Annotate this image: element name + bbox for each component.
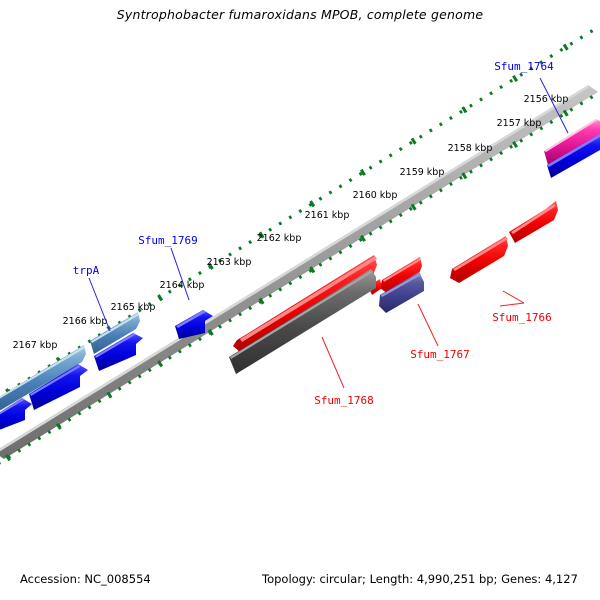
genome-stats-text: Topology: circular; Length: 4,990,251 bp…	[262, 572, 578, 586]
gene-label-sfum-1769[interactable]: Sfum_1769	[138, 234, 198, 301]
leader-line-2	[499, 302, 525, 307]
tick-label-2166: 2166 kbp	[63, 316, 108, 327]
leader-line	[88, 277, 111, 332]
tick-label-2160: 2160 kbp	[353, 190, 398, 201]
gene-highlight	[511, 204, 556, 234]
ruler-upper	[0, 23, 600, 401]
leader-line	[539, 77, 569, 134]
gene-highlight	[0, 398, 24, 415]
ruler-upper-major-ticks	[0, 23, 600, 401]
gene-trpa-steel-a[interactable]	[0, 345, 86, 414]
gene-body[interactable]	[547, 134, 600, 178]
gene-sfum-1764[interactable]	[544, 119, 600, 165]
gene-highlight	[544, 119, 598, 152]
leader-line	[321, 336, 345, 389]
page-title: Syntrophobacter fumaroxidans MPOB, compl…	[116, 7, 484, 22]
gene-gray-1768-under[interactable]	[229, 269, 376, 374]
gene-label-sfum-1766[interactable]: Sfum_1766	[492, 290, 552, 324]
gene-label-trpa[interactable]: trpA	[73, 264, 111, 332]
gene-highlight	[547, 134, 600, 167]
gene-label-sfum-1768[interactable]: Sfum_1768	[314, 336, 374, 407]
gene-body[interactable]	[229, 269, 376, 374]
gene-sfum-1768[interactable]	[233, 255, 377, 354]
gene-body[interactable]	[29, 364, 88, 410]
gene-blue-topright[interactable]	[547, 134, 600, 178]
gene-body[interactable]	[544, 119, 600, 165]
gene-trpa-blue-b[interactable]	[94, 333, 143, 371]
gene-sfum-1766-b[interactable]	[509, 201, 558, 243]
gene-label-sfum-1767[interactable]: Sfum_1767	[410, 303, 470, 361]
gene-body[interactable]	[94, 333, 143, 371]
tick-label-2165: 2165 kbp	[111, 302, 156, 313]
gene-highlight	[30, 365, 80, 396]
gene-label-text[interactable]: Sfum_1764	[494, 60, 554, 73]
gene-sfum-1767[interactable]	[379, 272, 424, 313]
gene-label-text[interactable]: Sfum_1768	[314, 394, 374, 407]
gene-sfum-1766-a[interactable]	[450, 236, 508, 283]
tick-label-2167: 2167 kbp	[13, 340, 58, 351]
tick-label-2159: 2159 kbp	[400, 167, 445, 178]
gene-label-sfum-1764[interactable]: Sfum_1764	[494, 60, 569, 134]
ruler-tick-labels: 2156 kbp 2157 kbp 2158 kbp 2159 kbp 2160…	[13, 94, 569, 351]
gene-body[interactable]	[380, 257, 422, 294]
gene-body[interactable]	[379, 272, 424, 313]
genome-backbone[interactable]	[0, 85, 598, 459]
gene-highlight	[240, 256, 377, 342]
gene-highlight	[91, 313, 139, 343]
gene-body[interactable]	[175, 310, 213, 339]
gene-label-text[interactable]: trpA	[73, 264, 100, 277]
tick-label-2162: 2162 kbp	[257, 233, 302, 244]
leader-line	[502, 290, 525, 304]
gene-highlight	[453, 237, 508, 271]
gene-highlight	[383, 258, 421, 282]
tick-label-2158: 2158 kbp	[448, 143, 493, 154]
backbone-bar[interactable]	[0, 85, 598, 459]
gene-trpa-steel-b[interactable]	[90, 312, 140, 354]
tick-label-2164: 2164 kbp	[160, 280, 205, 291]
tick-label-2161: 2161 kbp	[305, 210, 350, 221]
gene-highlight	[176, 310, 206, 328]
ruler-upper-minor-ticks	[0, 24, 600, 399]
backbone-highlight	[0, 85, 588, 452]
gene-red-small[interactable]	[380, 257, 422, 294]
leader-line	[417, 303, 439, 347]
tick-label-2163: 2163 kbp	[207, 257, 252, 268]
gene-highlight	[230, 270, 373, 359]
gene-body[interactable]	[90, 312, 140, 354]
gene-highlight	[0, 346, 85, 399]
ruler-lower	[0, 89, 600, 467]
gene-blue-far-left[interactable]	[0, 398, 32, 432]
leader-line	[170, 247, 190, 301]
gene-label-text[interactable]: Sfum_1767	[410, 348, 470, 361]
gene-body[interactable]	[0, 345, 86, 414]
tick-label-2156: 2156 kbp	[524, 94, 569, 105]
gene-label-text[interactable]: Sfum_1769	[138, 234, 198, 247]
gene-body[interactable]	[0, 398, 32, 432]
gene-highlight	[95, 333, 135, 358]
ruler-lower-minor-ticks	[0, 90, 600, 465]
gene-label-text[interactable]: Sfum_1766	[492, 311, 552, 324]
accession-text: Accession: NC_008554	[20, 572, 151, 586]
gene-highlight	[381, 273, 421, 297]
gene-sfum-1769[interactable]	[175, 310, 213, 339]
gene-trpa-blue-a[interactable]	[29, 364, 88, 410]
tick-label-2157: 2157 kbp	[497, 118, 542, 129]
